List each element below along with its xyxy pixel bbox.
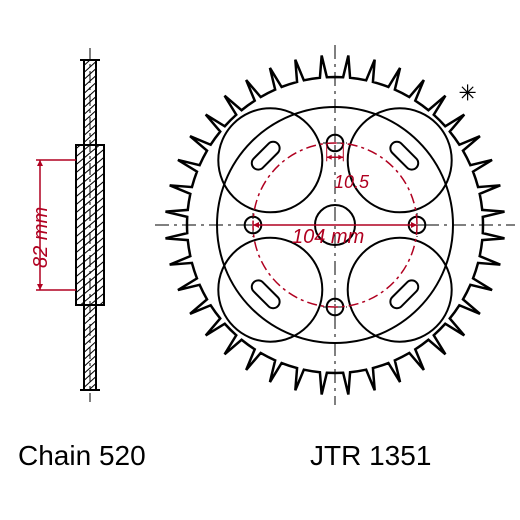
top-view: [155, 45, 515, 405]
dim-10-5-label: 10.5: [334, 172, 369, 193]
dim-82mm-label: 82 mm: [30, 207, 53, 268]
chain-spec-label: Chain 520: [18, 440, 146, 472]
diagram-canvas: Chain 520 JTR 1351 82 mm 104 mm 10.5: [0, 0, 520, 520]
dim-104mm-label: 104 mm: [292, 226, 364, 249]
part-number-label: JTR 1351: [310, 440, 431, 472]
